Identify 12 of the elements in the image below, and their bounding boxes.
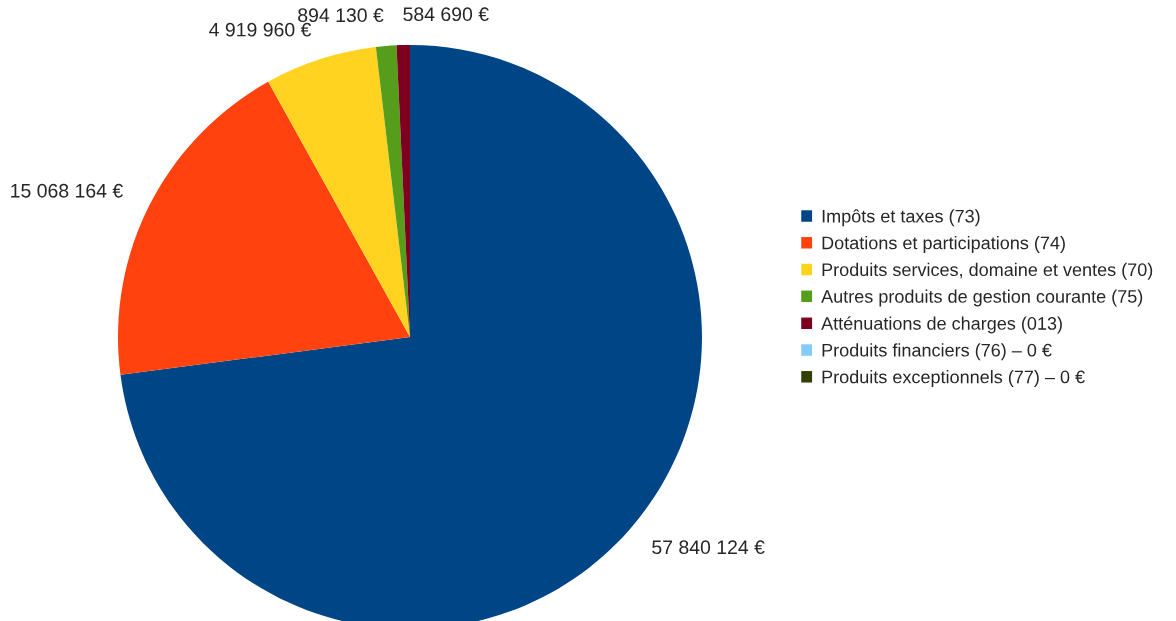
legend-label: Produits services, domaine et ventes (70) (822, 262, 1153, 280)
legend-label: Dotations et participations (74) (822, 236, 1065, 253)
data-label: 57 840 124 € (652, 540, 765, 555)
legend-label: Autres produits de gestion courante (75) (821, 289, 1143, 307)
data-label: 584 690 € (403, 7, 489, 22)
legend-label: Atténuations de charges (013) (821, 316, 1062, 334)
data-label: 894 130 € (298, 8, 384, 23)
legend-label: Produits financiers (76) – 0 € (822, 343, 1052, 361)
legend-label: Impôts et taxes (73) (822, 209, 980, 227)
legend-label: Produits exceptionnels (77) – 0 € (822, 370, 1085, 387)
data-label: 15 068 164 € (11, 183, 123, 198)
data-label: 4 919 960 € (209, 22, 312, 37)
